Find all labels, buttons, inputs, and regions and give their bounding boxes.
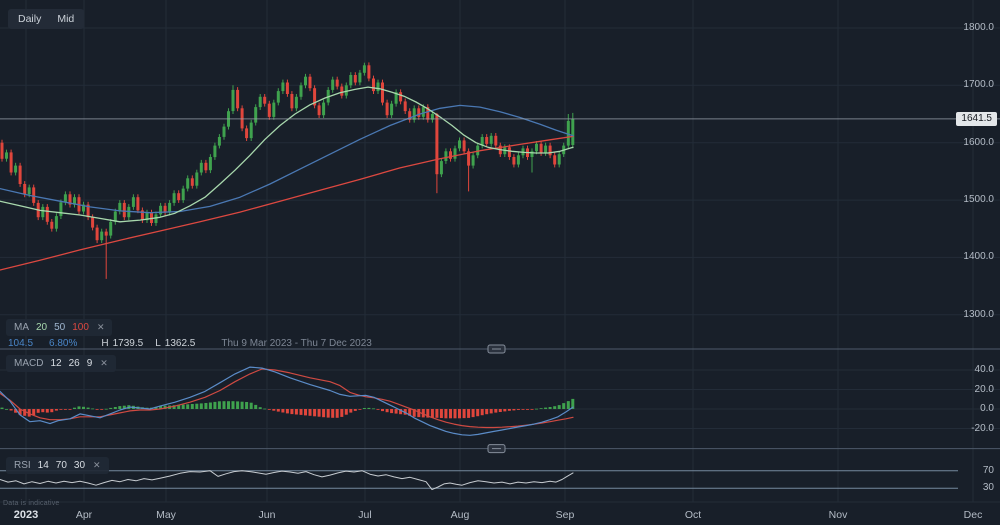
- ma20-line: [0, 86, 574, 223]
- ma-param-50: 50: [54, 322, 66, 333]
- chart-toolbar[interactable]: Daily Mid: [8, 9, 85, 29]
- rsi-indicator-name: RSI: [14, 460, 31, 471]
- ma-close-icon[interactable]: ✕: [96, 322, 105, 332]
- ma-indicator-legend[interactable]: MA 20 50 100 ✕: [6, 319, 113, 336]
- period-change-value: 104.5: [8, 338, 34, 349]
- rsi-param-lower: 30: [73, 460, 86, 471]
- period-high-value: 1739.5: [112, 338, 144, 349]
- ma50-line: [0, 104, 574, 214]
- data-indicative-footnote: Data is indicative: [3, 500, 60, 507]
- period-high-label: H: [101, 338, 109, 349]
- timeframe-daily-button[interactable]: Daily: [18, 13, 42, 25]
- ma-param-20: 20: [36, 322, 48, 333]
- rsi-indicator-legend[interactable]: RSI 14 70 30 ✕: [6, 457, 109, 474]
- ma-info-row: 104.5 6.80% H 1739.5 L 1362.5 Thu 9 Mar …: [8, 338, 372, 349]
- period-change-percent: 6.80%: [49, 338, 78, 349]
- rsi-line: [0, 470, 574, 491]
- ma-indicator-name: MA: [14, 322, 29, 333]
- period-date-range: Thu 9 Mar 2023 - Thu 7 Dec 2023: [221, 338, 372, 349]
- rsi-param-period: 14: [37, 460, 49, 471]
- macd-indicator-name: MACD: [14, 358, 44, 369]
- rsi-close-icon[interactable]: ✕: [93, 460, 101, 470]
- ma-param-100: 100: [72, 322, 89, 333]
- price-type-mid-button[interactable]: Mid: [57, 13, 75, 25]
- macd-param-fast: 12: [50, 358, 62, 369]
- macd-line: [0, 366, 574, 436]
- macd-close-icon[interactable]: ✕: [100, 358, 108, 368]
- macd-param-slow: 26: [68, 358, 80, 369]
- macd-param-signal: 9: [86, 358, 93, 369]
- macd-indicator-legend[interactable]: MACD 12 26 9 ✕: [6, 355, 116, 372]
- period-low-value: 1362.5: [164, 338, 196, 349]
- candles-layer: [0, 62, 575, 279]
- macd-signal-line: [0, 368, 574, 429]
- period-low-label: L: [155, 338, 161, 349]
- rsi-param-upper: 70: [55, 460, 67, 471]
- current-price-label: 1641.5: [956, 112, 997, 126]
- ma100-line: [0, 135, 574, 271]
